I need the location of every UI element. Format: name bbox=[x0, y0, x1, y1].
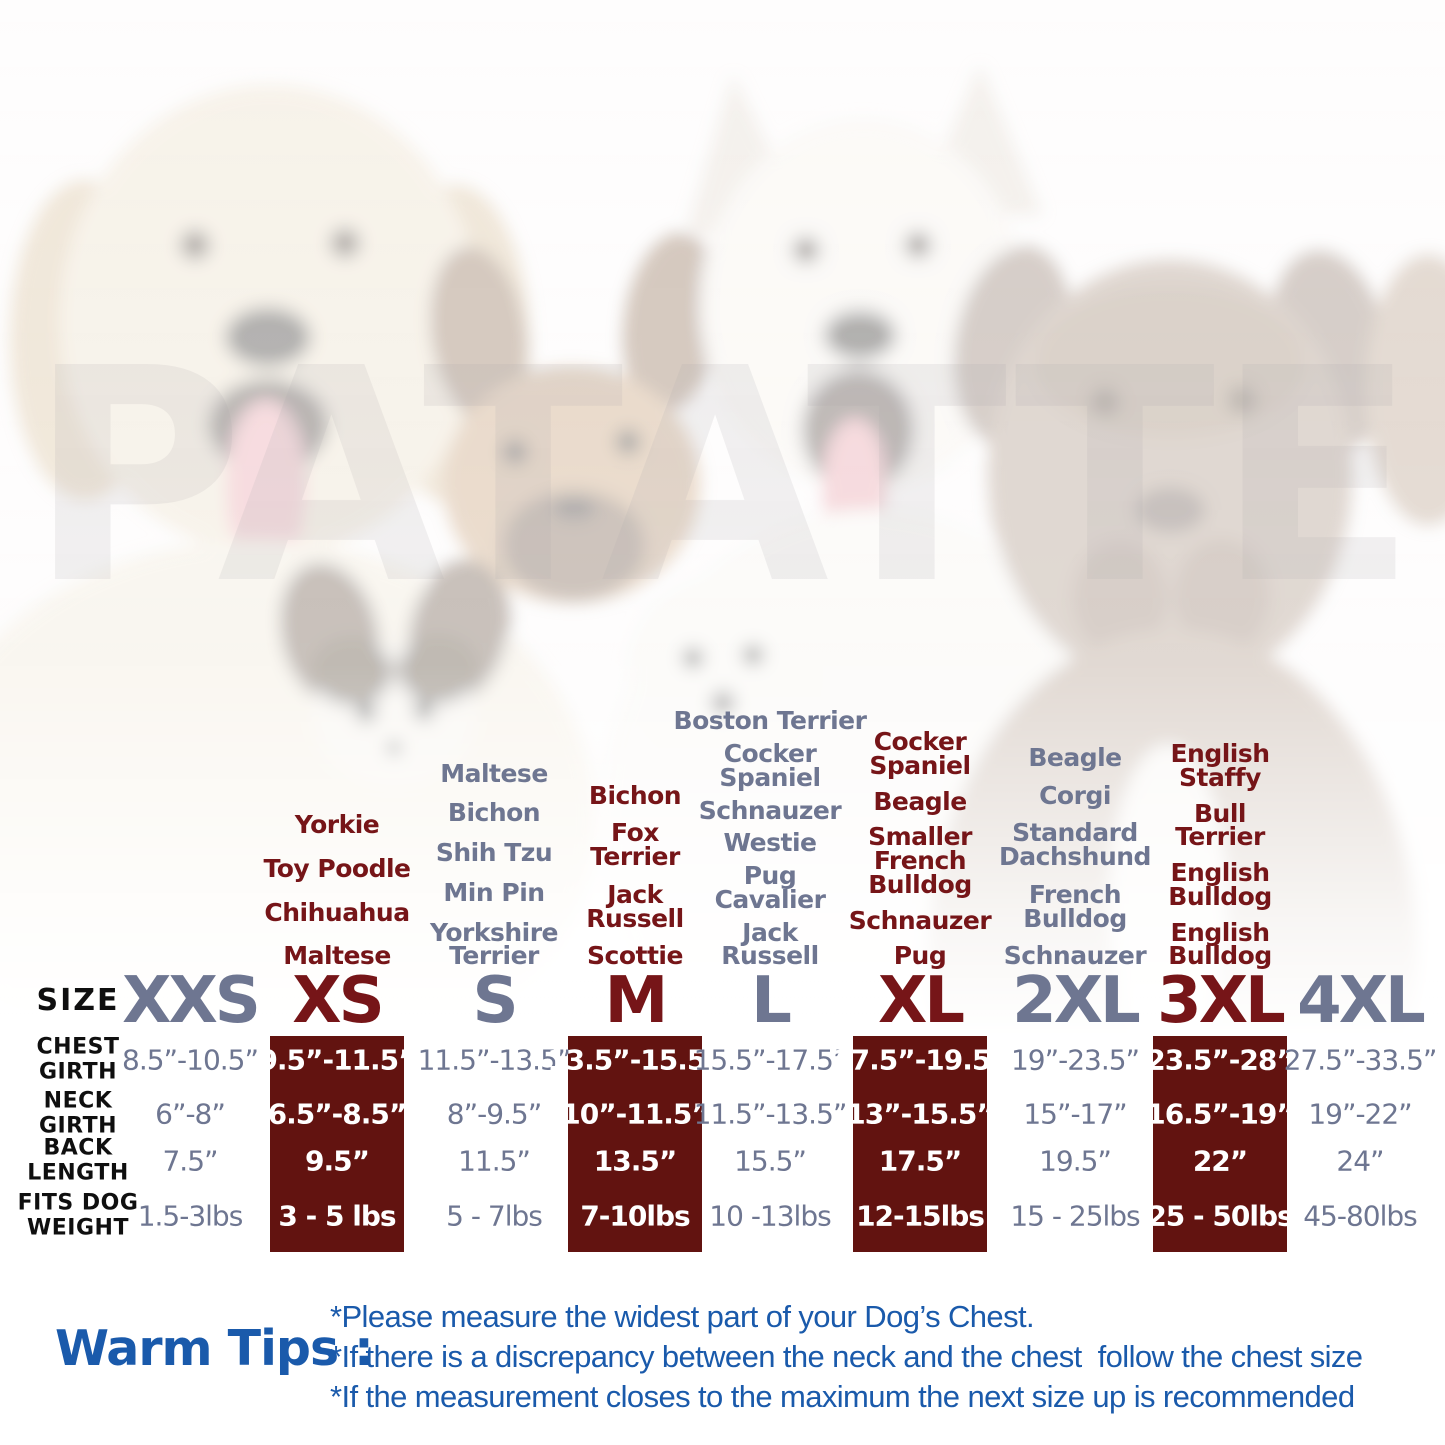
breed-label: Bichon bbox=[447, 798, 541, 828]
breed-label: French Bulldog bbox=[1023, 879, 1127, 933]
breed-label: Shih Tzu bbox=[435, 838, 553, 867]
cell-chest-xxs: 8.5”-10.5” bbox=[122, 1043, 259, 1077]
cell-neck-xs: 6.5”-8.5” bbox=[267, 1097, 408, 1131]
breeds-m: Bichon Fox Terrier Jack Russell Scottie bbox=[586, 780, 684, 971]
cell-back-s: 11.5” bbox=[458, 1144, 531, 1178]
cell-chest-xs: 9.5”-11.5” bbox=[258, 1043, 416, 1077]
breed-label: Standard Dachshund bbox=[999, 818, 1151, 871]
breed-label: Pug Cavalier bbox=[714, 861, 826, 914]
breeds-2xl: Beagle Corgi Standard Dachshund French B… bbox=[999, 742, 1151, 971]
cell-weight-2xl: 15 - 25lbs bbox=[1010, 1199, 1140, 1233]
breed-label: Schnauzer bbox=[1003, 941, 1147, 971]
row-label-back-length: BACK LENGTH bbox=[27, 1135, 129, 1185]
cell-chest-s: 11.5”-13.5” bbox=[417, 1043, 572, 1077]
size-2xl: 2XL bbox=[1012, 964, 1141, 1038]
breed-label: Toy Poodle bbox=[263, 853, 411, 883]
cell-neck-l: 11.5”-13.5” bbox=[693, 1097, 848, 1131]
row-label-neck-girth: NECK GIRTH bbox=[38, 1088, 118, 1138]
breed-label: Maltese bbox=[283, 941, 391, 971]
breed-label: Bichon bbox=[588, 780, 682, 810]
breeds-xs: Yorkie Toy Poodle Chihuahua Maltese bbox=[263, 810, 411, 971]
cell-back-l: 15.5” bbox=[734, 1144, 807, 1178]
tip-line-3: *If the measurement closes to the maximu… bbox=[330, 1379, 1355, 1414]
breed-label: Boston Terrier bbox=[673, 706, 867, 736]
cell-weight-l: 10 -13lbs bbox=[709, 1199, 831, 1233]
cell-chest-3xl: 23.5”-28” bbox=[1146, 1043, 1294, 1077]
breed-label: Yorkshire Terrier bbox=[430, 917, 558, 971]
breed-label: Beagle bbox=[1028, 742, 1122, 772]
breed-label: English Bulldog bbox=[1168, 917, 1272, 971]
cell-neck-m: 10”-11.5” bbox=[561, 1097, 709, 1131]
breed-label: Schnauzer bbox=[698, 795, 842, 825]
breeds-3xl: English Staffy Bull Terrier English Bull… bbox=[1168, 739, 1272, 971]
size-m: M bbox=[604, 964, 669, 1038]
highlight-column-xs bbox=[270, 1036, 404, 1252]
cell-weight-4xl: 45-80lbs bbox=[1303, 1199, 1418, 1233]
breed-label: Westie bbox=[723, 828, 817, 858]
cell-neck-4xl: 19”-22” bbox=[1308, 1097, 1412, 1131]
breed-label: English Bulldog bbox=[1168, 858, 1272, 911]
breeds-s: Maltese Bichon Shih Tzu Min Pin Yorkshir… bbox=[430, 758, 558, 971]
tip-line-1: *Please measure the widest part of your … bbox=[330, 1299, 1035, 1334]
size-4xl: 4XL bbox=[1297, 964, 1426, 1038]
breed-label: Cocker Spaniel bbox=[719, 739, 821, 792]
cell-weight-s: 5 - 7lbs bbox=[446, 1199, 543, 1233]
breed-label: Maltese bbox=[440, 758, 548, 788]
cell-back-xl: 17.5” bbox=[878, 1144, 962, 1178]
cell-neck-2xl: 15”-17” bbox=[1023, 1097, 1127, 1131]
cell-weight-m: 7-10lbs bbox=[580, 1199, 690, 1233]
size-3xl: 3XL bbox=[1157, 964, 1286, 1038]
warm-tips-heading: Warm Tips : bbox=[55, 1320, 374, 1377]
cell-weight-xs: 3 - 5 lbs bbox=[278, 1199, 396, 1233]
size-s: S bbox=[472, 964, 518, 1038]
cell-neck-xxs: 6”-8” bbox=[155, 1097, 226, 1131]
size-l: L bbox=[751, 964, 792, 1038]
breed-label: Bull Terrier bbox=[1175, 798, 1265, 852]
size-xs: XS bbox=[292, 964, 384, 1038]
breed-label: Pug bbox=[893, 941, 947, 971]
cell-back-3xl: 22” bbox=[1192, 1144, 1248, 1178]
breed-label: Jack Russell bbox=[586, 879, 684, 933]
breed-label: Schnauzer bbox=[848, 905, 992, 935]
breed-label: Corgi bbox=[1039, 780, 1111, 810]
row-label-fits-dog-weight: FITS DOG WEIGHT bbox=[17, 1190, 139, 1240]
breed-label: Jack Russell bbox=[721, 917, 819, 971]
cell-neck-3xl: 16.5”-19” bbox=[1146, 1097, 1294, 1131]
breeds-l: Boston Terrier Cocker Spaniel Schnauzer … bbox=[673, 706, 867, 971]
cell-neck-s: 8”-9.5” bbox=[446, 1097, 542, 1131]
cell-back-2xl: 19.5” bbox=[1039, 1144, 1112, 1178]
breed-label: Fox Terrier bbox=[590, 818, 680, 871]
cell-weight-3xl: 25 - 50lbs bbox=[1147, 1199, 1293, 1233]
breeds-xl: Cocker Spaniel Beagle Smaller French Bul… bbox=[848, 727, 992, 971]
tip-line-2: *If there is a discrepancy between the n… bbox=[330, 1339, 1363, 1374]
size-xxs: XXS bbox=[122, 964, 261, 1038]
row-label-chest-girth: CHEST GIRTH bbox=[36, 1034, 120, 1084]
cell-chest-xl: 17.5”-19.5” bbox=[832, 1043, 1009, 1077]
cell-neck-xl: 13”-15.5” bbox=[846, 1097, 994, 1131]
cell-chest-4xl: 27.5”-33.5” bbox=[1283, 1043, 1438, 1077]
breed-label: Smaller French Bulldog bbox=[868, 822, 972, 899]
breed-label: Min Pin bbox=[443, 877, 545, 907]
breed-label: English Staffy bbox=[1170, 739, 1270, 792]
breed-label: Yorkie bbox=[294, 810, 380, 839]
row-label-size: SIZE bbox=[36, 983, 120, 1019]
cell-back-4xl: 24” bbox=[1336, 1144, 1384, 1178]
cell-weight-xxs: 1.5-3lbs bbox=[137, 1199, 244, 1233]
breed-label: Cocker Spaniel bbox=[869, 727, 971, 780]
breed-label: Scottie bbox=[587, 941, 683, 971]
breed-label: Chihuahua bbox=[264, 897, 410, 927]
cell-chest-m: 13.5”-15.5” bbox=[547, 1043, 724, 1077]
cell-back-m: 13.5” bbox=[593, 1144, 677, 1178]
cell-chest-l: 15.5”-17.5” bbox=[693, 1043, 848, 1077]
cell-back-xs: 9.5” bbox=[304, 1144, 370, 1178]
highlight-column-3xl bbox=[1153, 1036, 1287, 1252]
cell-weight-xl: 12-15lbs bbox=[856, 1199, 985, 1233]
highlight-column-xl bbox=[853, 1036, 987, 1252]
breed-label: Beagle bbox=[873, 786, 967, 816]
highlight-column-m bbox=[568, 1036, 702, 1252]
cell-back-xxs: 7.5” bbox=[162, 1144, 218, 1178]
size-xl: XL bbox=[877, 964, 965, 1038]
cell-chest-2xl: 19”-23.5” bbox=[1010, 1043, 1140, 1077]
